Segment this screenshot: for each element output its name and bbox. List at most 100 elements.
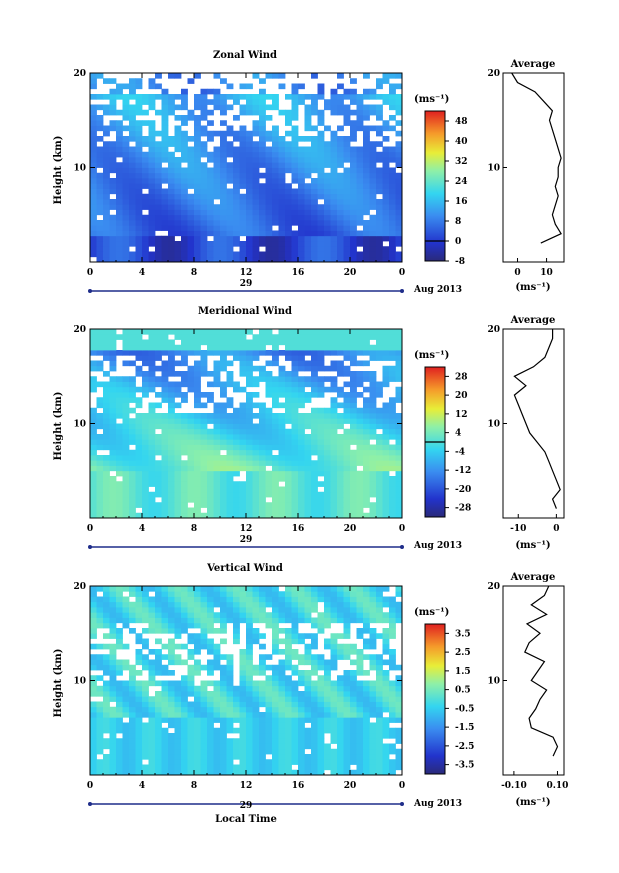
field-cell: [239, 350, 247, 356]
field-cell: [285, 596, 292, 603]
field-cell: [181, 334, 188, 340]
field-cell: [187, 204, 195, 210]
field-cell: [311, 386, 318, 393]
field-cell: [200, 350, 208, 356]
field-cell: [181, 178, 188, 184]
field-cell: [96, 418, 104, 424]
field-cell: [129, 256, 136, 263]
field-cell: [181, 146, 188, 153]
field-cell: [376, 601, 383, 608]
field-cell: [194, 115, 201, 121]
field-cell: [194, 659, 201, 666]
field-cell: [155, 381, 162, 388]
field-cell: [213, 497, 221, 503]
field-cell: [161, 94, 169, 100]
field-cell: [382, 193, 390, 200]
field-cell: [304, 649, 312, 655]
field-cell: [246, 465, 253, 472]
field-cell: [142, 360, 149, 367]
field-cell: [109, 109, 117, 116]
field-cell: [324, 172, 331, 179]
field-cell: [226, 591, 234, 597]
field-cell: [239, 423, 247, 430]
field-cell: [356, 256, 364, 263]
field-cell: [330, 727, 338, 734]
field-cell: [148, 407, 156, 414]
field-cell: [376, 491, 383, 498]
field-cell: [207, 256, 214, 263]
field-cell: [226, 151, 234, 158]
field-cell: [103, 712, 110, 718]
field-cell: [181, 733, 188, 739]
field-cell: [168, 365, 175, 372]
field-cell: [246, 172, 253, 179]
average-profile-line: [524, 585, 559, 757]
field-cell: [135, 607, 143, 613]
field-cell: [96, 764, 104, 771]
field-cell: [395, 146, 403, 153]
field-cell: [363, 344, 370, 351]
field-cell: [311, 371, 318, 377]
field-cell: [350, 607, 357, 613]
field-cell: [168, 167, 175, 174]
field-cell: [161, 696, 169, 702]
field-cell: [350, 691, 357, 697]
field-cell: [285, 701, 292, 708]
field-cell: [181, 115, 188, 121]
field-cell: [369, 146, 377, 153]
field-cell: [337, 225, 344, 231]
field-cell: [181, 99, 188, 105]
field-cell: [116, 386, 123, 393]
field-cell: [350, 413, 357, 419]
field-cell: [272, 397, 279, 403]
field-cell: [226, 769, 234, 776]
field-cell: [207, 759, 214, 765]
field-cell: [90, 246, 97, 252]
field-cell: [239, 334, 247, 340]
field-cell: [350, 256, 357, 263]
field-cell: [324, 214, 331, 221]
field-cell: [220, 680, 227, 687]
field-cell: [142, 465, 149, 472]
field-cell: [343, 381, 351, 388]
field-cell: [233, 386, 240, 393]
field-cell: [148, 738, 156, 744]
field-cell: [135, 246, 143, 252]
field-cell: [389, 633, 396, 639]
field-cell: [324, 220, 331, 226]
field-cell: [194, 733, 201, 739]
x-tick-label: 16: [292, 524, 305, 534]
field-cell: [369, 256, 377, 263]
field-cell: [311, 502, 318, 508]
field-cell: [317, 146, 325, 153]
field-cell: [135, 167, 143, 174]
profile-title: Average: [510, 315, 556, 326]
field-cell: [278, 141, 286, 147]
field-cell: [330, 246, 338, 252]
field-cell: [350, 418, 357, 424]
field-cell: [207, 246, 214, 252]
field-cell: [155, 706, 162, 713]
field-cell: [129, 167, 136, 174]
field-cell: [135, 455, 143, 461]
field-cell: [226, 172, 234, 179]
field-cell: [142, 476, 149, 482]
field-cell: [317, 162, 325, 168]
field-cell: [122, 344, 130, 351]
field-cell: [278, 659, 286, 666]
field-cell: [272, 512, 279, 519]
field-cell: [103, 722, 110, 729]
field-cell: [233, 256, 240, 263]
field-cell: [395, 344, 403, 351]
field-cell: [395, 591, 403, 597]
field-cell: [337, 733, 344, 739]
field-cell: [337, 491, 344, 498]
y-tick-label: 10: [73, 677, 86, 687]
field-cell: [285, 386, 292, 393]
field-cell: [239, 481, 247, 487]
field-cell: [298, 706, 305, 713]
field-cell: [389, 73, 396, 79]
field-cell: [304, 230, 312, 237]
field-cell: [142, 162, 149, 168]
field-cell: [369, 392, 377, 398]
